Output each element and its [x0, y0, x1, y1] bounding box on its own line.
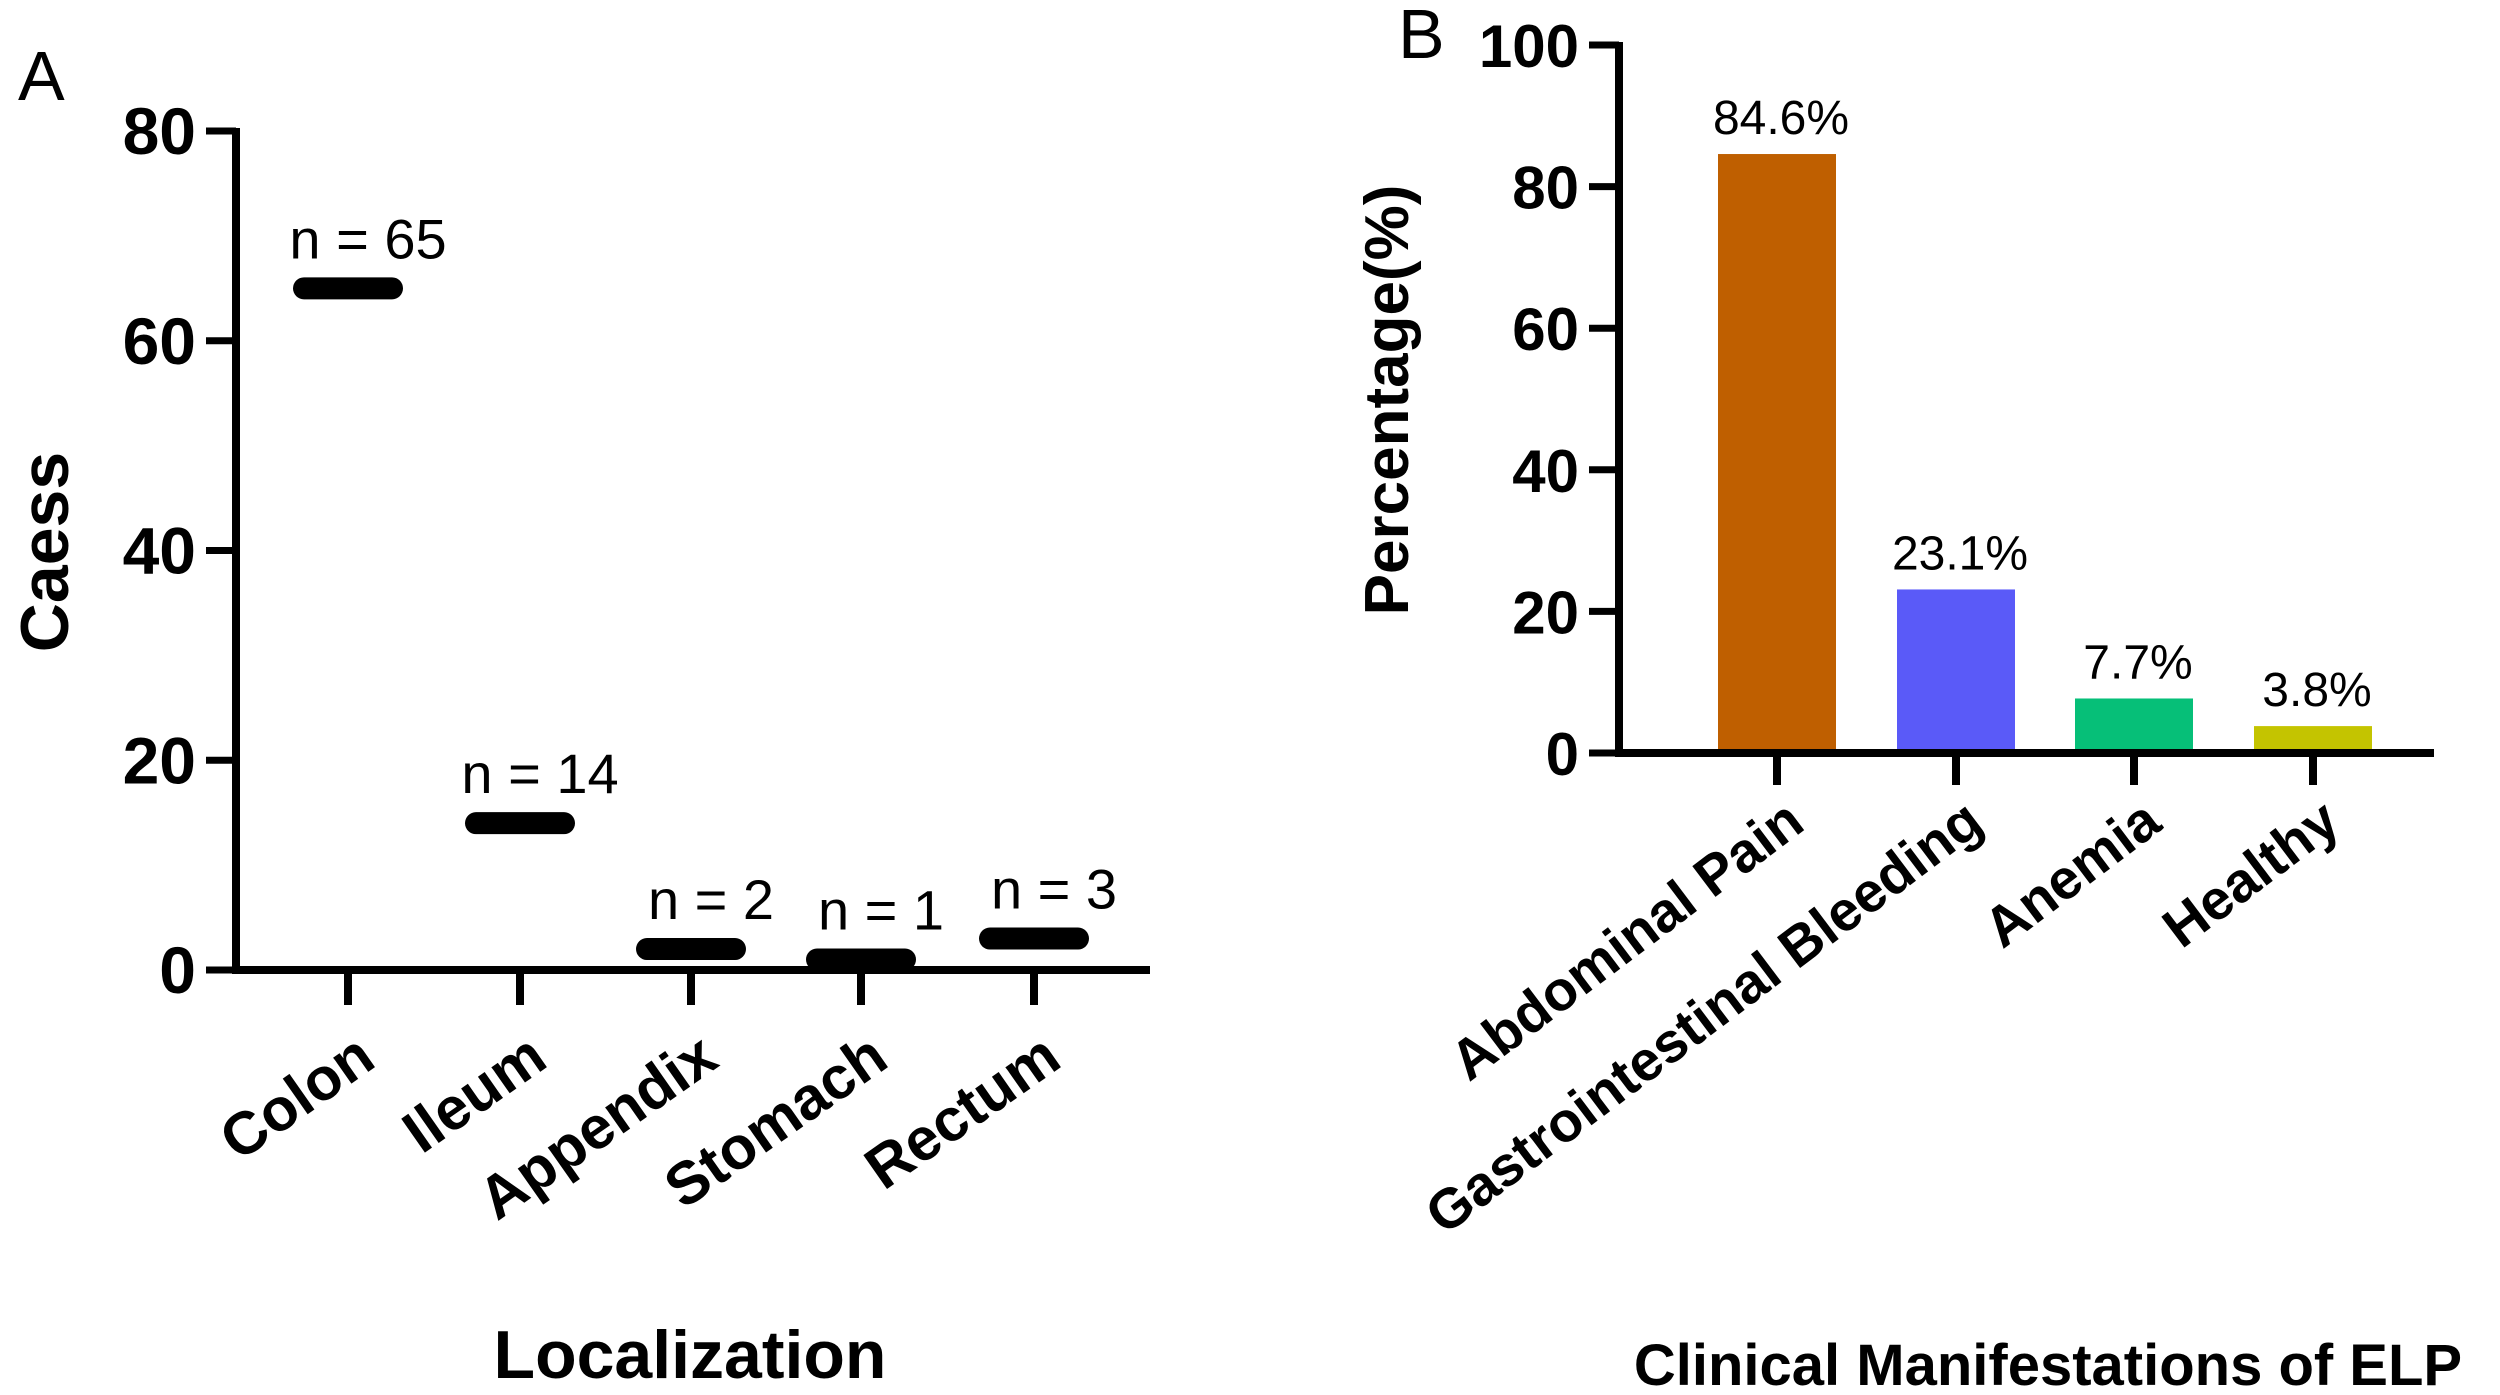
bar	[1897, 589, 2015, 753]
chart-a-xlabel: Localization	[494, 1317, 887, 1393]
data-label: n = 65	[289, 207, 446, 270]
data-point-marker	[636, 938, 746, 961]
chart-a-ylabel: Caess	[7, 452, 83, 652]
y-tick-label: 0	[159, 933, 196, 1007]
y-tick-label: 40	[1512, 438, 1579, 505]
y-tick-label: 80	[1512, 155, 1579, 222]
data-label: n = 3	[991, 858, 1117, 921]
y-tick-label: 60	[1512, 296, 1579, 363]
chart-b-xlabel: Clinical Manifestations of ELP	[1634, 1333, 2462, 1395]
y-tick-label: 100	[1479, 13, 1579, 80]
chart-b: 84.6%Abdominal Pain23.1%Gastrointestinal…	[1414, 13, 2434, 1246]
bar	[2075, 698, 2193, 753]
data-point-marker	[979, 927, 1089, 950]
panel-label-a: A	[18, 37, 65, 115]
y-tick-label: 60	[123, 304, 196, 378]
x-tick-label: Anemia	[1972, 787, 2172, 960]
data-label: n = 14	[461, 742, 618, 805]
data-label: 84.6%	[1713, 92, 1849, 145]
bar	[2254, 726, 2372, 753]
data-point-marker	[806, 948, 916, 971]
y-tick-label: 20	[123, 723, 196, 797]
data-point-marker	[465, 812, 575, 835]
data-label: 23.1%	[1892, 527, 2028, 580]
data-point-marker	[293, 277, 403, 300]
chart-b-ylabel: Percentage(%)	[1353, 185, 1422, 616]
bar	[1718, 154, 1836, 754]
x-tick-label: Healthy	[2151, 787, 2350, 959]
y-tick-label: 20	[1512, 579, 1579, 646]
panel-label-b: B	[1398, 0, 1445, 73]
data-label: 7.7%	[2083, 636, 2192, 689]
y-tick-label: 80	[123, 94, 196, 168]
y-tick-label: 0	[1546, 721, 1579, 788]
data-label: n = 1	[818, 879, 944, 942]
x-tick-label: Colon	[208, 1021, 386, 1173]
x-tick-label: Rectum	[853, 1021, 1072, 1202]
y-tick-label: 40	[123, 514, 196, 588]
data-label: 3.8%	[2262, 664, 2371, 717]
data-label: n = 2	[648, 868, 774, 931]
